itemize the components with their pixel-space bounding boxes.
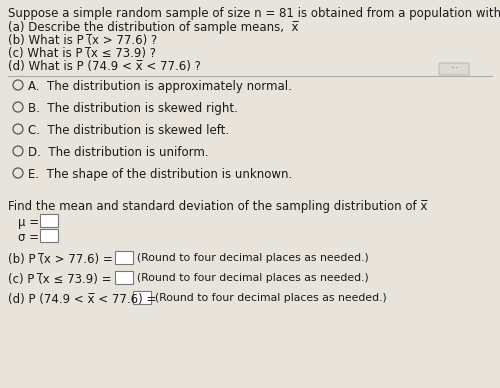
Text: A.  The distribution is approximately normal.: A. The distribution is approximately nor… <box>28 80 292 93</box>
Text: (a) Describe the distribution of sample means,  x̅: (a) Describe the distribution of sample … <box>8 21 298 34</box>
Text: (Round to four decimal places as needed.): (Round to four decimal places as needed.… <box>137 253 369 263</box>
Text: D.  The distribution is uniform.: D. The distribution is uniform. <box>28 146 208 159</box>
Text: (Round to four decimal places as needed.): (Round to four decimal places as needed.… <box>137 273 369 283</box>
FancyBboxPatch shape <box>115 271 133 284</box>
Text: B.  The distribution is skewed right.: B. The distribution is skewed right. <box>28 102 238 115</box>
Text: μ =: μ = <box>18 216 39 229</box>
Text: (b) What is P (̅x > 77.6) ?: (b) What is P (̅x > 77.6) ? <box>8 34 157 47</box>
Text: Suppose a simple random sample of size n = 81 is obtained from a population with: Suppose a simple random sample of size n… <box>8 7 500 20</box>
Text: (Round to four decimal places as needed.): (Round to four decimal places as needed.… <box>155 293 387 303</box>
Text: ···: ··· <box>450 64 458 73</box>
Text: (c) P (̅x ≤ 73.9) =: (c) P (̅x ≤ 73.9) = <box>8 273 112 286</box>
Text: C.  The distribution is skewed left.: C. The distribution is skewed left. <box>28 124 229 137</box>
FancyBboxPatch shape <box>115 251 133 264</box>
Text: E.  The shape of the distribution is unknown.: E. The shape of the distribution is unkn… <box>28 168 292 181</box>
FancyBboxPatch shape <box>40 214 58 227</box>
Text: (b) P (̅x > 77.6) =: (b) P (̅x > 77.6) = <box>8 253 113 266</box>
FancyBboxPatch shape <box>439 63 469 75</box>
Text: (c) What is P (̅x ≤ 73.9) ?: (c) What is P (̅x ≤ 73.9) ? <box>8 47 156 60</box>
FancyBboxPatch shape <box>133 291 151 304</box>
Text: (d) P (74.9 < x̅ < 77.6) =: (d) P (74.9 < x̅ < 77.6) = <box>8 293 156 306</box>
Text: σ =: σ = <box>18 231 39 244</box>
Text: (d) What is P (74.9 < x̅ < 77.6) ?: (d) What is P (74.9 < x̅ < 77.6) ? <box>8 60 201 73</box>
FancyBboxPatch shape <box>40 229 58 242</box>
Text: Find the mean and standard deviation of the sampling distribution of x̅: Find the mean and standard deviation of … <box>8 200 428 213</box>
